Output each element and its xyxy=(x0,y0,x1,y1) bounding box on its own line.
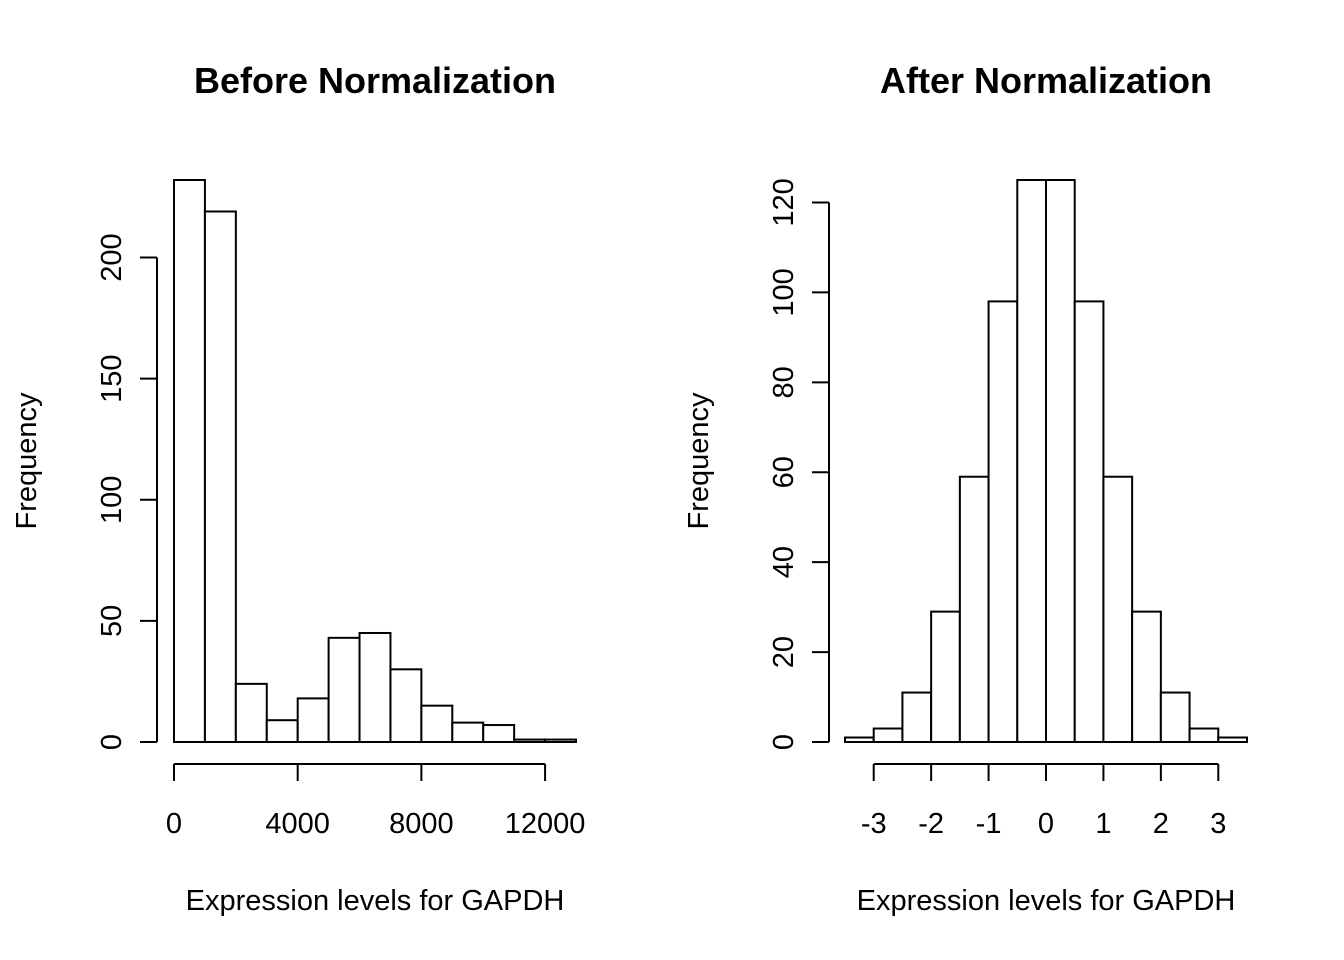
histogram-bar xyxy=(389,668,423,743)
histogram-bar xyxy=(930,610,961,744)
histogram-bar xyxy=(451,721,485,743)
x-tick-label: -3 xyxy=(861,808,887,840)
histogram-bar xyxy=(1131,610,1162,744)
y-tick-label: 150 xyxy=(96,354,128,402)
x-tick-label: 3 xyxy=(1210,808,1226,840)
x-axis-label: Expression levels for GAPDH xyxy=(857,885,1236,917)
histogram-bar xyxy=(987,300,1019,743)
histogram-bar xyxy=(203,210,237,743)
x-tick-label: -2 xyxy=(918,808,944,840)
chart-title: After Normalization xyxy=(880,60,1212,101)
y-tick-label: 60 xyxy=(768,456,800,488)
y-tick-label: 80 xyxy=(768,366,800,398)
y-axis-label: Frequency xyxy=(683,392,715,530)
histogram-bar xyxy=(358,631,392,744)
y-tick-label: 120 xyxy=(768,178,800,226)
histogram-bar xyxy=(234,682,268,743)
x-axis-label: Expression levels for GAPDH xyxy=(186,885,565,917)
y-tick-label: 100 xyxy=(768,268,800,316)
bars xyxy=(844,179,1249,744)
x-tick-label: 8000 xyxy=(389,808,454,840)
before-normalization-panel: Before Normalization Expression levels f… xyxy=(11,60,585,917)
histogram-bar xyxy=(544,738,577,743)
histogram-bar xyxy=(1016,179,1047,743)
histogram-bar xyxy=(1045,179,1076,743)
histogram-bar xyxy=(1188,727,1220,744)
histogram-bar xyxy=(901,691,933,744)
x-axis: 0 4000 8000 12000 xyxy=(166,763,586,840)
histogram-bar xyxy=(265,719,299,744)
histogram-bar xyxy=(872,727,904,744)
histogram-bar xyxy=(513,738,547,743)
histogram-bar xyxy=(1159,691,1191,744)
y-tick-label: 0 xyxy=(96,734,128,750)
y-axis: 0 20 40 60 80 100 120 xyxy=(768,178,830,750)
histogram-bar xyxy=(1102,475,1134,743)
histogram-bar xyxy=(844,736,875,744)
x-tick-label: 0 xyxy=(166,808,182,840)
x-tick-label: -1 xyxy=(976,808,1002,840)
x-tick-label: 4000 xyxy=(265,808,330,840)
x-tick-label: 1 xyxy=(1095,808,1111,840)
histogram-bar xyxy=(1217,736,1249,744)
histogram-bar xyxy=(958,475,990,743)
x-axis: -3 -2 -1 0 1 2 3 xyxy=(861,763,1226,840)
histogram-bar xyxy=(420,704,454,744)
y-tick-label: 50 xyxy=(96,605,128,637)
y-axis: 0 50 100 150 200 xyxy=(96,233,158,750)
chart-title: Before Normalization xyxy=(194,60,556,101)
y-tick-label: 20 xyxy=(768,636,800,668)
histogram-bar xyxy=(482,724,516,743)
y-axis-label: Frequency xyxy=(11,392,43,530)
histogram-bar xyxy=(1073,300,1105,743)
histogram-bar xyxy=(296,697,330,743)
x-tick-label: 0 xyxy=(1038,808,1054,840)
y-tick-label: 100 xyxy=(96,476,128,524)
x-tick-label: 12000 xyxy=(505,808,586,840)
x-tick-label: 2 xyxy=(1153,808,1169,840)
after-normalization-panel: After Normalization Expression levels fo… xyxy=(683,60,1249,917)
y-tick-label: 40 xyxy=(768,546,800,578)
histogram-bar xyxy=(327,636,361,743)
histogram-bar xyxy=(173,179,206,743)
y-tick-label: 0 xyxy=(768,734,800,750)
bars xyxy=(173,179,577,744)
y-tick-label: 200 xyxy=(96,233,128,281)
